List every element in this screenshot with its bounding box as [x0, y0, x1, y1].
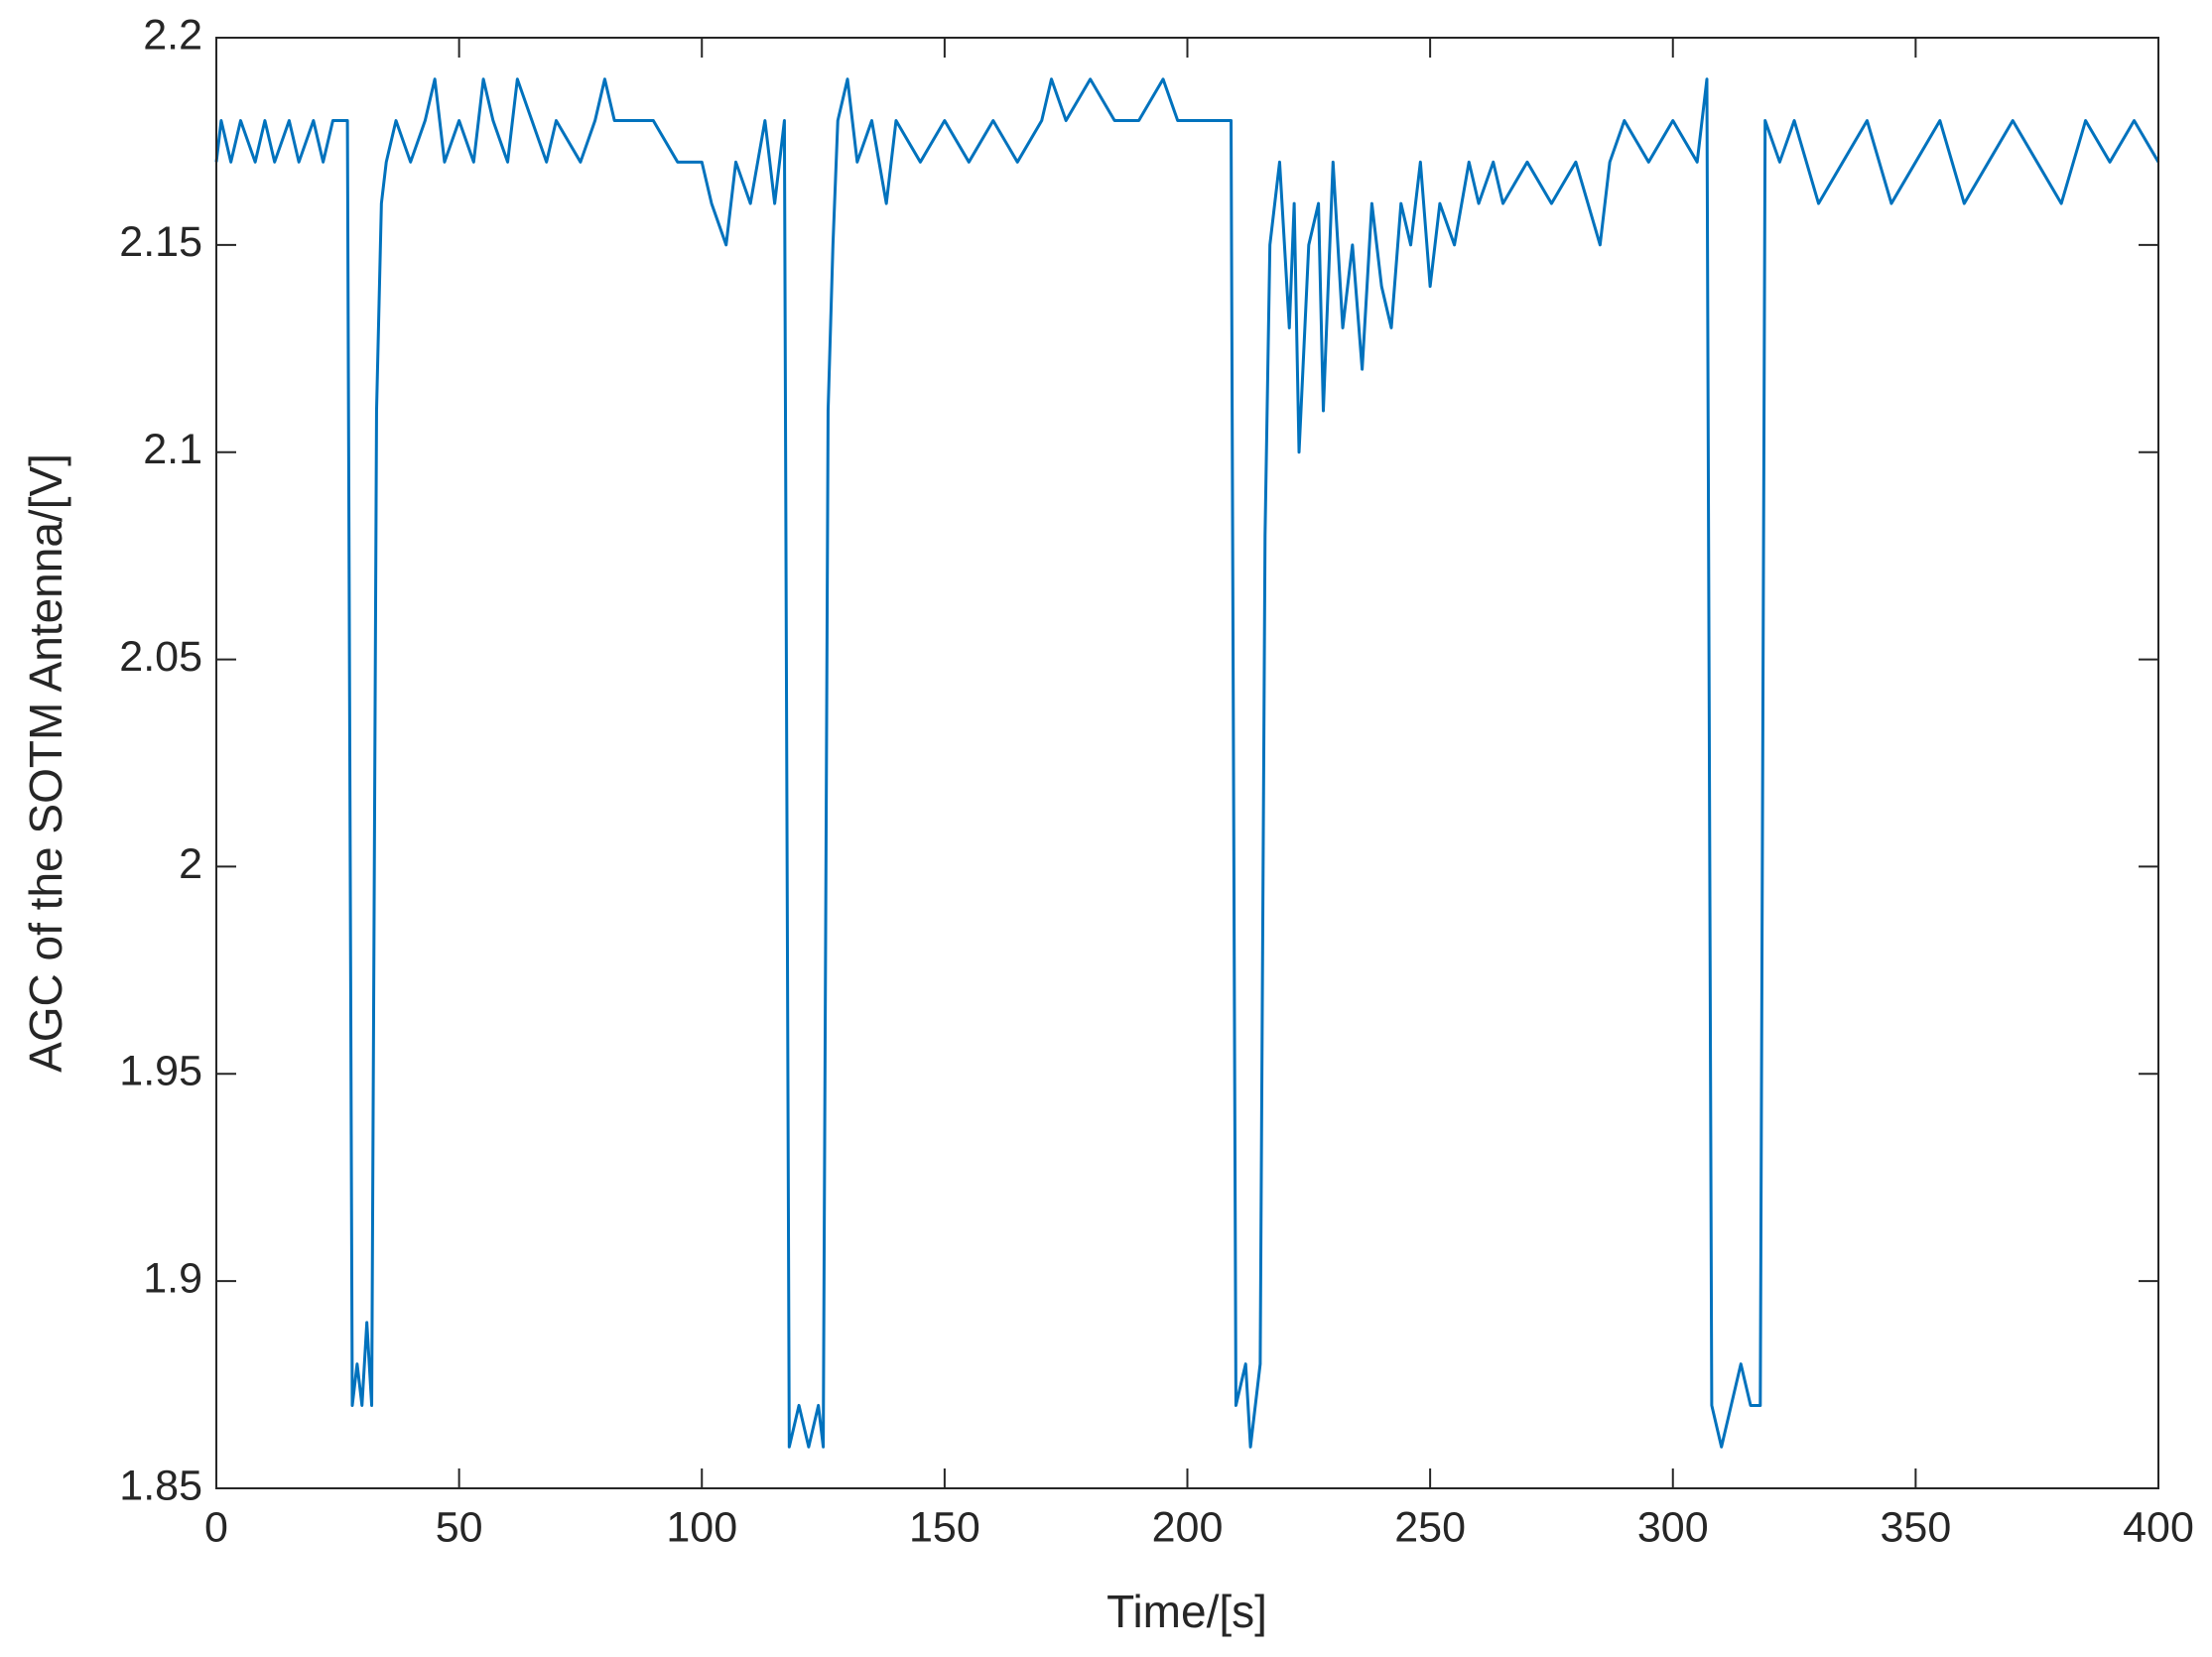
- x-tick-label: 0: [204, 1503, 228, 1551]
- y-tick-label: 1.85: [119, 1462, 202, 1509]
- x-tick-label: 250: [1394, 1503, 1466, 1551]
- y-tick-label: 2.15: [119, 218, 202, 266]
- x-tick-label: 350: [1881, 1503, 1952, 1551]
- plot-area: [216, 38, 2158, 1488]
- x-tick-label: 100: [666, 1503, 737, 1551]
- x-axis-label: Time/[s]: [1106, 1586, 1267, 1637]
- x-tick-label: 50: [436, 1503, 483, 1551]
- y-tick-label: 1.95: [119, 1048, 202, 1095]
- y-tick-label: 2.05: [119, 633, 202, 681]
- y-tick-label: 2.1: [143, 426, 202, 473]
- y-tick-label: 1.9: [143, 1255, 202, 1303]
- x-tick-label: 200: [1152, 1503, 1224, 1551]
- x-tick-label: 150: [909, 1503, 980, 1551]
- y-tick-label: 2.2: [143, 11, 202, 59]
- x-tick-label: 300: [1637, 1503, 1709, 1551]
- y-axis-label: AGC of the SOTM Antenna/[V]: [20, 453, 71, 1073]
- plot-frame: [215, 37, 2159, 1489]
- data-line: [214, 77, 2160, 1449]
- x-tick-label: 400: [2123, 1503, 2194, 1551]
- y-tick-label: 2: [179, 840, 202, 888]
